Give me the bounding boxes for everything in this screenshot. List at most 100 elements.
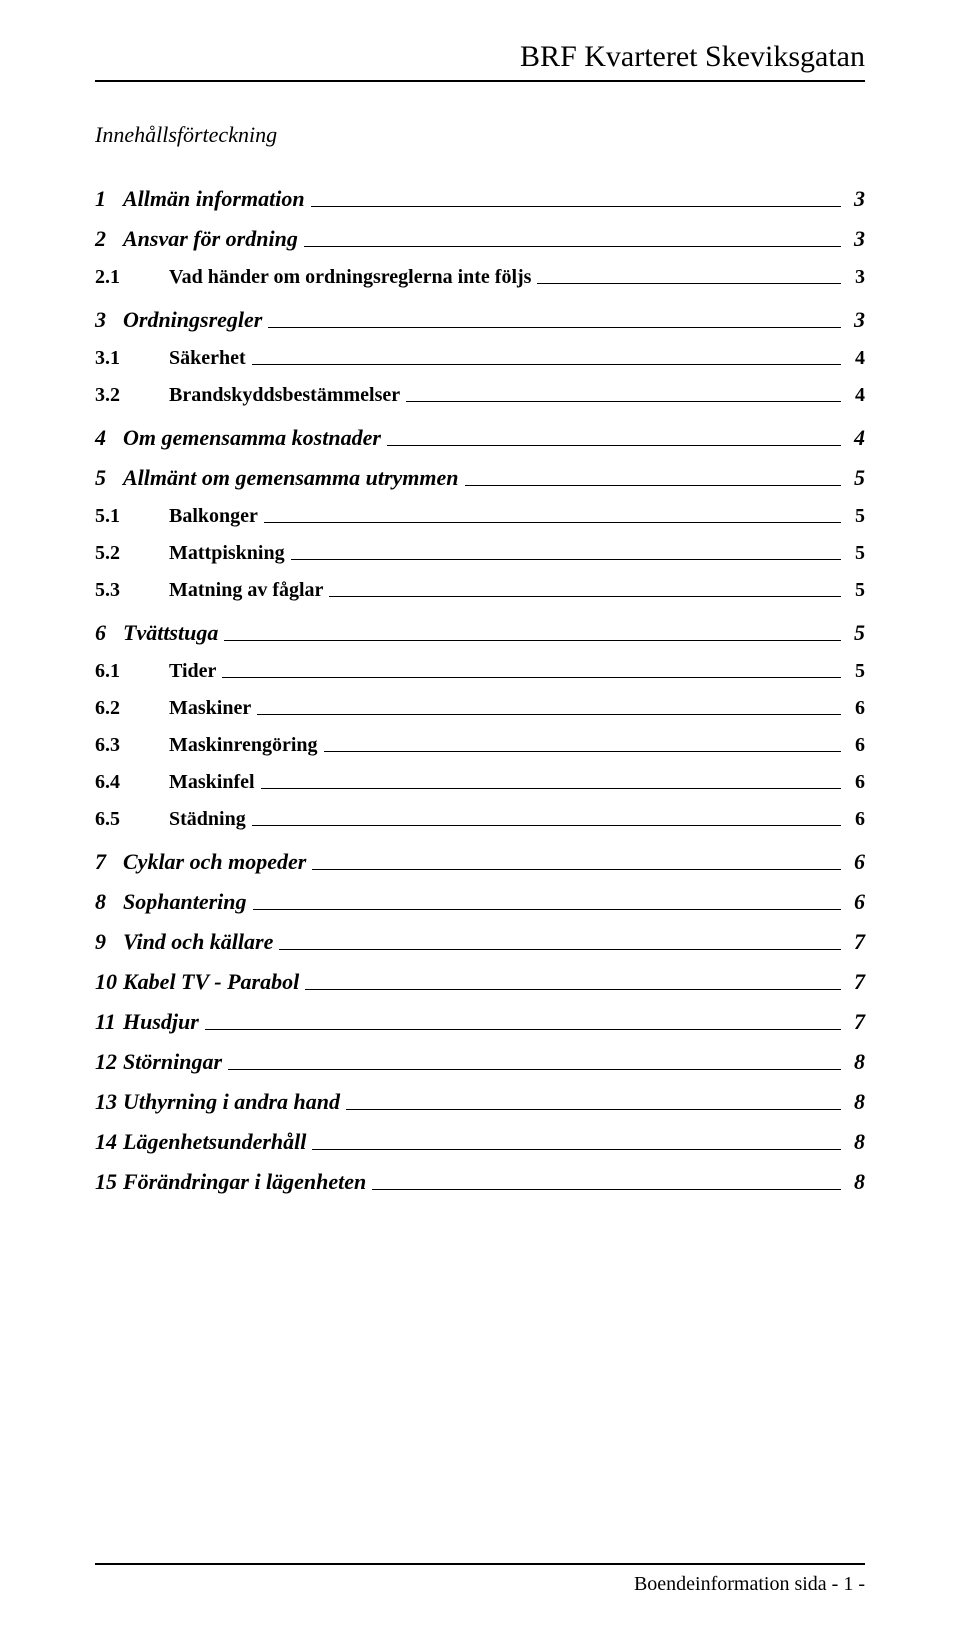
toc-entry-number: 2.1 [95, 266, 169, 289]
toc-entry-page: 5 [845, 465, 865, 491]
toc-entry-label: Förändringar i lägenheten [123, 1169, 372, 1195]
toc-entry-page: 4 [845, 347, 865, 370]
toc-leader-line [268, 327, 841, 328]
toc-entry-number: 5.3 [95, 579, 169, 602]
toc-leader-line [329, 596, 841, 597]
toc-leader-line [406, 401, 841, 402]
toc-leader-line [252, 825, 841, 826]
toc-entry-label: Vind och källare [123, 929, 279, 955]
toc-entry: 13Uthyrning i andra hand 8 [95, 1089, 865, 1115]
toc-entry-page: 8 [845, 1129, 865, 1155]
toc-entry-page: 4 [845, 425, 865, 451]
toc-entry-label: Säkerhet [169, 347, 252, 370]
toc-heading: Innehållsförteckning [95, 122, 865, 148]
toc-entry: 6.4Maskinfel6 [95, 771, 865, 794]
toc-entry-page: 6 [845, 808, 865, 831]
toc-entry-page: 6 [845, 697, 865, 720]
toc-entry-label: Matning av fåglar [169, 579, 329, 602]
toc-entry-number: 8 [95, 889, 123, 915]
toc-leader-line [311, 206, 841, 207]
toc-entry-label: Uthyrning i andra hand [123, 1089, 346, 1115]
toc-entry-label: Vad händer om ordningsreglerna inte följ… [169, 266, 537, 289]
toc-entry-label: Ansvar för ordning [123, 226, 304, 252]
toc-entry-label: Tider [169, 660, 222, 683]
footer-text: Boendeinformation sida - 1 - [95, 1573, 865, 1596]
toc-entry-number: 6.2 [95, 697, 169, 720]
toc-entry-page: 5 [845, 660, 865, 683]
toc-entry-page: 6 [845, 771, 865, 794]
toc-leader-line [261, 788, 841, 789]
toc-entry: 10Kabel TV - Parabol7 [95, 969, 865, 995]
toc-leader-line [264, 522, 841, 523]
toc-entry: 14Lägenhetsunderhåll8 [95, 1129, 865, 1155]
toc-entry: 3.2Brandskyddsbestämmelser 4 [95, 384, 865, 407]
footer-rule [95, 1563, 865, 1565]
table-of-contents: 1Allmän information32Ansvar för ordning3… [95, 186, 865, 1195]
toc-entry-label: Sophantering [123, 889, 253, 915]
toc-leader-line [205, 1029, 841, 1030]
toc-entry: 6.3Maskinrengöring 6 [95, 734, 865, 757]
toc-entry-page: 4 [845, 384, 865, 407]
toc-leader-line [387, 445, 841, 446]
toc-entry: 6.2Maskiner 6 [95, 697, 865, 720]
toc-entry-number: 4 [95, 425, 123, 451]
toc-entry-page: 6 [845, 889, 865, 915]
toc-entry: 2Ansvar för ordning3 [95, 226, 865, 252]
toc-leader-line [537, 283, 841, 284]
header-rule [95, 80, 865, 82]
toc-entry-page: 5 [845, 542, 865, 565]
toc-entry-page: 7 [845, 929, 865, 955]
toc-entry-number: 7 [95, 849, 123, 875]
toc-entry-number: 6.5 [95, 808, 169, 831]
toc-entry: 4Om gemensamma kostnader4 [95, 425, 865, 451]
toc-entry-label: Störningar [123, 1049, 228, 1075]
toc-entry-number: 6.1 [95, 660, 169, 683]
toc-entry-page: 8 [845, 1089, 865, 1115]
toc-entry: 3Ordningsregler3 [95, 307, 865, 333]
toc-entry: 5Allmänt om gemensamma utrymmen5 [95, 465, 865, 491]
toc-entry-page: 3 [845, 186, 865, 212]
toc-entry: 5.1Balkonger5 [95, 505, 865, 528]
toc-entry-number: 5.1 [95, 505, 169, 528]
toc-entry-number: 15 [95, 1169, 123, 1195]
toc-entry-page: 8 [845, 1049, 865, 1075]
toc-leader-line [312, 869, 841, 870]
toc-entry-label: Balkonger [169, 505, 264, 528]
toc-entry-number: 6.4 [95, 771, 169, 794]
toc-entry-label: Maskinrengöring [169, 734, 324, 757]
toc-entry-label: Städning [169, 808, 252, 831]
toc-entry: 6.1Tider 5 [95, 660, 865, 683]
toc-entry-label: Om gemensamma kostnader [123, 425, 387, 451]
toc-entry-page: 6 [845, 734, 865, 757]
toc-entry-number: 3 [95, 307, 123, 333]
toc-entry-number: 5 [95, 465, 123, 491]
toc-entry-number: 12 [95, 1049, 123, 1075]
toc-entry-page: 6 [845, 849, 865, 875]
toc-entry-number: 1 [95, 186, 123, 212]
toc-entry-page: 5 [845, 620, 865, 646]
toc-entry-label: Maskiner [169, 697, 257, 720]
toc-entry-label: Tvättstuga [123, 620, 224, 646]
toc-entry-page: 7 [845, 969, 865, 995]
toc-entry-number: 6.3 [95, 734, 169, 757]
toc-entry-label: Husdjur [123, 1009, 205, 1035]
toc-entry: 12Störningar 8 [95, 1049, 865, 1075]
toc-entry-label: Ordningsregler [123, 307, 268, 333]
toc-entry: 9Vind och källare7 [95, 929, 865, 955]
toc-leader-line [222, 677, 841, 678]
toc-entry-number: 2 [95, 226, 123, 252]
toc-leader-line [324, 751, 841, 752]
toc-entry-page: 7 [845, 1009, 865, 1035]
toc-entry-label: Brandskyddsbestämmelser [169, 384, 406, 407]
toc-leader-line [253, 909, 842, 910]
toc-entry-number: 3.2 [95, 384, 169, 407]
toc-entry-page: 3 [845, 307, 865, 333]
toc-entry: 7Cyklar och mopeder6 [95, 849, 865, 875]
toc-entry-page: 5 [845, 579, 865, 602]
toc-entry-label: Lägenhetsunderhåll [123, 1129, 312, 1155]
toc-entry-page: 3 [845, 266, 865, 289]
toc-entry-number: 13 [95, 1089, 123, 1115]
page-footer: Boendeinformation sida - 1 - [95, 1563, 865, 1596]
toc-entry-label: Kabel TV - Parabol [123, 969, 305, 995]
toc-leader-line [279, 949, 841, 950]
